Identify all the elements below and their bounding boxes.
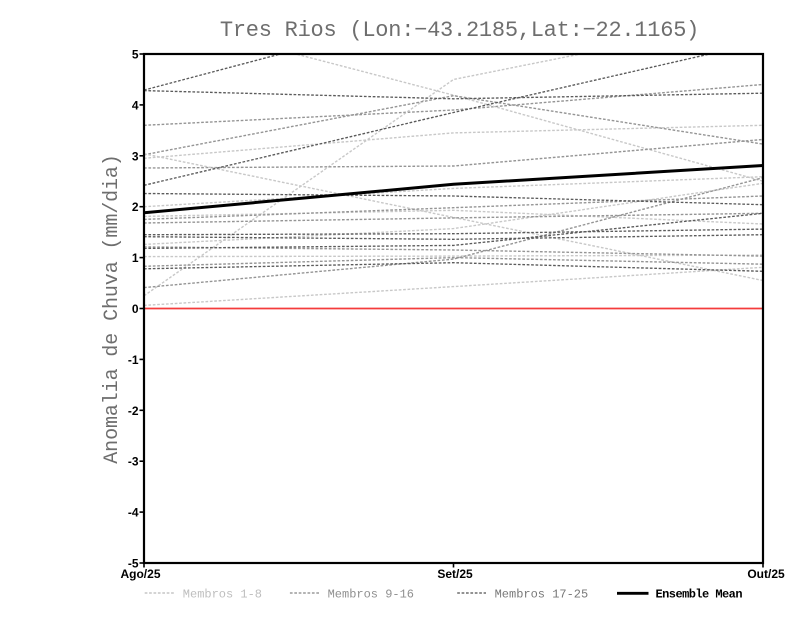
svg-text:4: 4 bbox=[132, 98, 139, 112]
svg-text:Set/25: Set/25 bbox=[437, 567, 473, 581]
svg-text:Membros 9-16: Membros 9-16 bbox=[328, 587, 414, 601]
svg-text:-4: -4 bbox=[128, 506, 139, 520]
svg-text:1: 1 bbox=[132, 251, 139, 265]
svg-text:Tres Rios (Lon:−43.2185,Lat:−2: Tres Rios (Lon:−43.2185,Lat:−22.1165) bbox=[220, 18, 699, 43]
svg-text:Membros 17-25: Membros 17-25 bbox=[495, 587, 589, 601]
svg-text:5: 5 bbox=[132, 48, 139, 62]
svg-text:-1: -1 bbox=[128, 353, 139, 367]
svg-text:3: 3 bbox=[132, 149, 139, 163]
svg-text:-3: -3 bbox=[128, 455, 139, 469]
svg-text:0: 0 bbox=[132, 302, 139, 316]
svg-text:Ensemble Mean: Ensemble Mean bbox=[656, 587, 743, 601]
svg-text:-5: -5 bbox=[128, 557, 139, 571]
svg-text:Membros 1-8: Membros 1-8 bbox=[183, 587, 262, 601]
svg-text:2: 2 bbox=[132, 200, 139, 214]
svg-text:-2: -2 bbox=[128, 404, 139, 418]
svg-text:Ago/25: Ago/25 bbox=[120, 567, 160, 581]
svg-text:Out/25: Out/25 bbox=[747, 567, 785, 581]
svg-text:Anomalia de Chuva (mm/dia): Anomalia de Chuva (mm/dia) bbox=[101, 154, 124, 463]
